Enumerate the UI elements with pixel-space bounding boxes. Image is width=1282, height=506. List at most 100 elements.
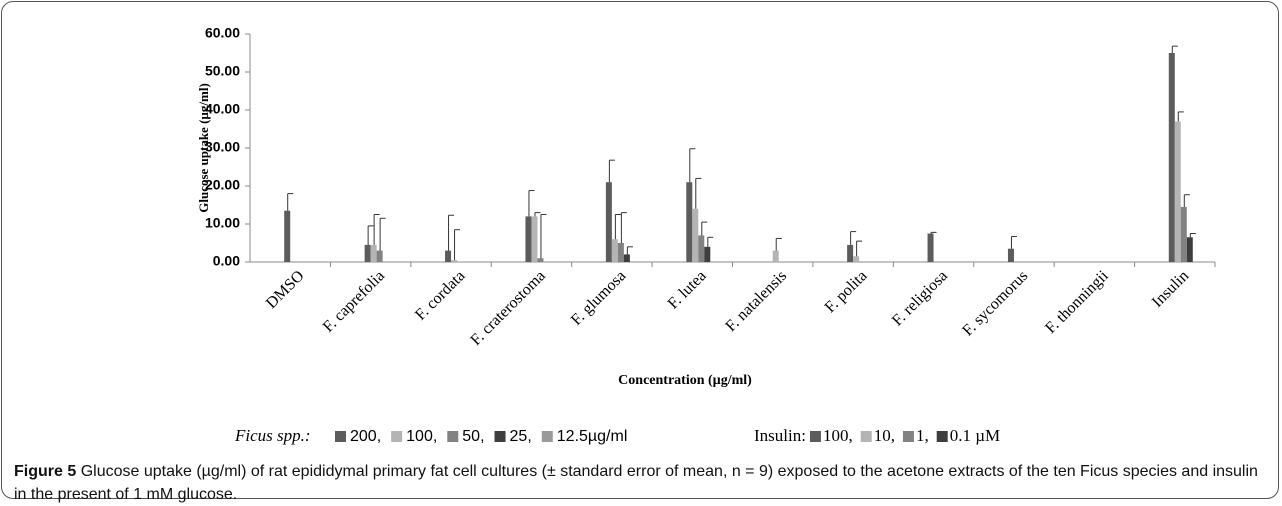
caption-text: Glucose uptake (µg/ml) of rat epididymal…	[14, 463, 1258, 503]
x-tick-label: DMSO	[263, 267, 308, 312]
error-bar	[534, 212, 541, 217]
legend-title: Ficus spp.:	[234, 426, 311, 445]
bar	[847, 244, 854, 262]
error-bar	[775, 237, 782, 251]
bar	[1186, 237, 1193, 262]
legend-swatch	[860, 431, 872, 442]
legend-label: 1,	[916, 426, 929, 445]
error-bar	[850, 231, 857, 245]
y-tick-label: 0.00	[213, 253, 240, 269]
error-bar	[448, 214, 455, 251]
x-axis-label: Concentration (µg/ml)	[618, 373, 752, 388]
legend-label: 50,	[462, 428, 484, 445]
chart: Glucose uptake (µg/ml) Concentration (µg…	[196, 25, 1216, 445]
bar	[611, 239, 618, 262]
bar	[1180, 206, 1187, 262]
legend-label: 200,	[350, 428, 381, 445]
error-bar	[689, 148, 696, 183]
error-bar	[1171, 45, 1178, 53]
bar	[1174, 121, 1181, 263]
caption: Figure 5 Glucose uptake (µg/ml) of rat e…	[14, 460, 1264, 506]
bar	[364, 244, 371, 262]
y-axis-label: Glucose uptake (µg/ml)	[196, 83, 211, 213]
error-bar	[1010, 236, 1017, 249]
x-tick-label: F. lutea	[665, 267, 710, 312]
error-bar	[454, 229, 461, 261]
y-tick-label: 50.00	[205, 63, 240, 79]
caption-label: Figure 5	[14, 463, 77, 480]
y-tick-label: 10.00	[205, 215, 240, 231]
bar	[376, 250, 383, 262]
legend-swatch	[447, 431, 459, 442]
bar	[284, 210, 291, 262]
error-bar	[930, 231, 937, 234]
bar	[445, 250, 452, 262]
legend-swatch	[936, 431, 948, 442]
bar	[537, 258, 544, 262]
bar	[623, 254, 630, 262]
legend-swatch	[809, 431, 821, 442]
error-bar	[695, 177, 702, 209]
bar	[1007, 248, 1014, 262]
error-bar	[614, 214, 621, 240]
error-bar	[373, 214, 380, 245]
bar	[686, 182, 693, 262]
error-bar	[287, 193, 294, 211]
legend-swatch	[541, 431, 553, 442]
error-bar	[608, 159, 615, 183]
error-bar	[620, 212, 627, 243]
error-bar	[1189, 233, 1196, 238]
bar	[772, 250, 779, 262]
bar	[698, 235, 705, 262]
error-bar	[379, 217, 386, 251]
x-tick-label: F. natalensis	[722, 267, 790, 335]
bar	[617, 243, 624, 262]
legend-swatch	[494, 431, 506, 442]
y-tick-label: 40.00	[205, 101, 240, 117]
error-bar	[701, 221, 708, 236]
legend: Ficus spp.: 200, 100, 50, 25, 12.5µg/ml Insuli…	[234, 426, 1000, 445]
y-tick-label: 30.00	[205, 139, 240, 155]
bar	[370, 244, 377, 262]
legend-label: 100,	[406, 428, 437, 445]
legend-label: 100,	[823, 426, 853, 445]
bar	[704, 246, 711, 262]
error-bar	[626, 246, 633, 255]
y-tick-label: 60.00	[205, 25, 240, 41]
legend-label: 0.1 µM	[950, 426, 1000, 445]
bar	[451, 260, 458, 262]
bar	[692, 208, 699, 262]
x-tick-label: F. caprefolia	[320, 267, 388, 335]
error-bar	[528, 190, 535, 217]
x-tick-label: F. religiosa	[889, 267, 951, 329]
x-tick-label: F. glumosa	[568, 267, 629, 328]
legend-title: Insulin:	[754, 426, 806, 445]
error-bar	[540, 214, 547, 259]
bar	[853, 256, 860, 262]
legend-swatch	[335, 431, 346, 442]
error-bar	[1183, 194, 1190, 207]
x-tick-label: F. thonningii	[1042, 267, 1112, 337]
bar	[1168, 53, 1175, 262]
bar	[605, 182, 612, 262]
x-tick-label: Insulin	[1149, 267, 1192, 310]
x-tick-label: F. sycomorus	[959, 267, 1031, 339]
x-tick-label: F. polita	[822, 267, 871, 316]
error-bar	[707, 236, 714, 247]
x-tick-label: F. cordata	[412, 267, 468, 323]
y-tick-label: 20.00	[205, 177, 240, 193]
bar	[927, 233, 934, 262]
legend-label: 25,	[510, 428, 532, 445]
legend-label: 10,	[874, 426, 895, 445]
x-tick-label: F. craterostoma	[467, 267, 548, 348]
legend-swatch	[391, 431, 403, 442]
error-bar	[367, 225, 374, 245]
error-bar	[1177, 111, 1184, 122]
legend-label: 12.5µg/ml	[557, 428, 628, 445]
bar	[525, 216, 532, 262]
legend-swatch	[902, 431, 914, 442]
error-bar	[856, 240, 863, 257]
bar	[531, 216, 538, 262]
